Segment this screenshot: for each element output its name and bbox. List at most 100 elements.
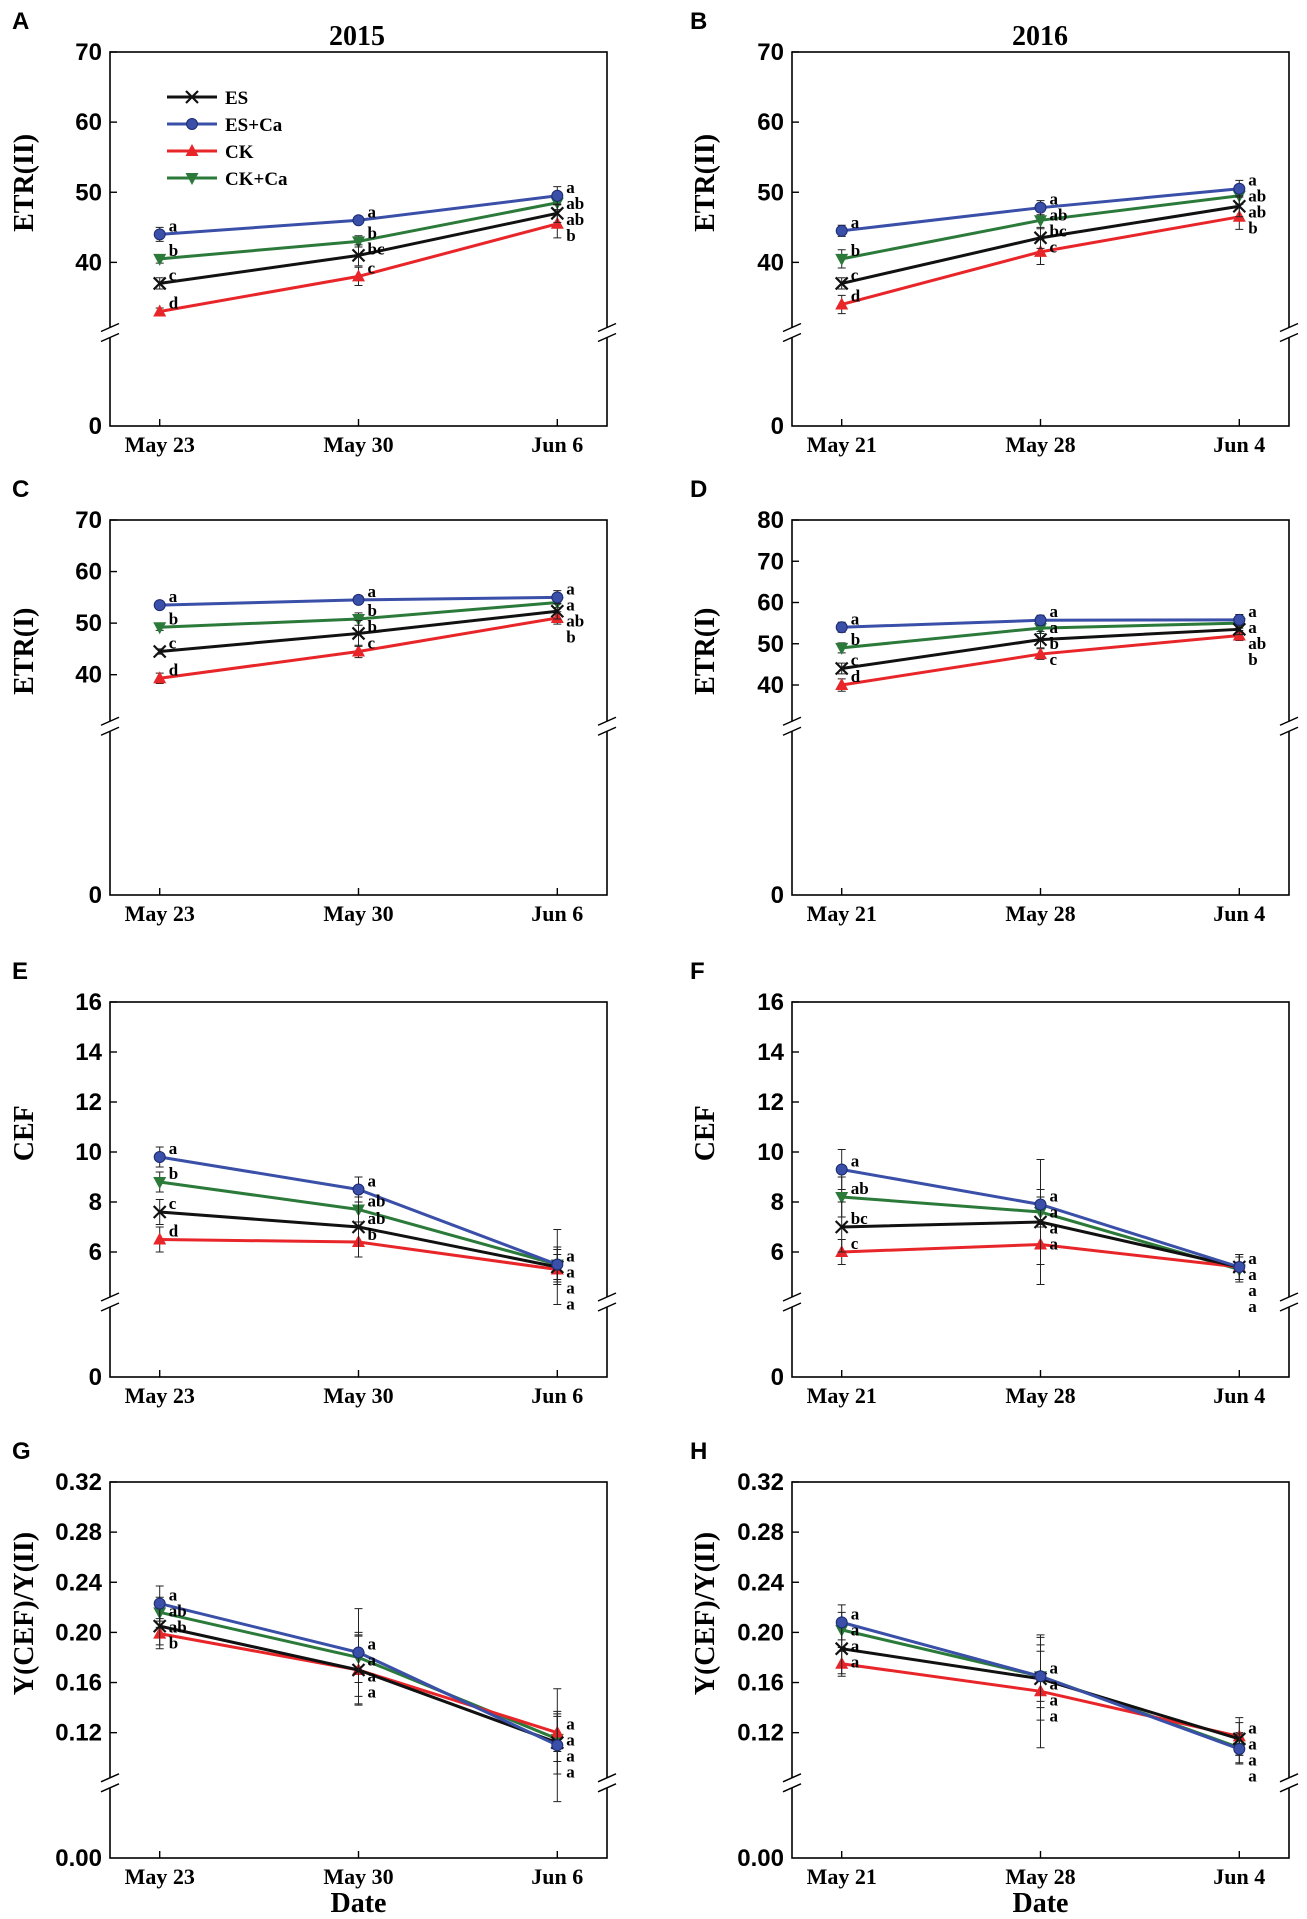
significance-letter: c	[368, 258, 376, 277]
significance-letter: ab	[368, 1192, 386, 1211]
axis-break-mark	[1279, 322, 1299, 343]
y-axis-label: Y(CEF)/Y(II)	[690, 1532, 721, 1695]
series-CK	[835, 628, 1246, 692]
y-tick-label: 0.16	[737, 1670, 784, 1697]
data-point	[153, 228, 166, 241]
series-ES+Ca	[835, 1604, 1246, 1765]
significance-letter: a	[368, 582, 377, 601]
y-tick-label: 14	[757, 1039, 784, 1066]
panel-letter: C	[12, 476, 29, 503]
legend-label: ES+Ca	[225, 115, 283, 136]
data-point	[352, 614, 365, 626]
x-tick-label: May 30	[323, 1383, 393, 1408]
legend-marker	[186, 118, 198, 130]
data-point	[153, 1177, 167, 1189]
data-point	[1233, 182, 1246, 195]
significance-letter: a	[368, 1650, 377, 1669]
axis-break-mark	[100, 716, 120, 736]
y-tick-label: 0	[771, 882, 784, 909]
y-tick-label: 16	[75, 989, 102, 1016]
significance-letter: a	[1050, 1219, 1059, 1238]
y-tick-label: 0.32	[737, 1469, 784, 1496]
axis-break-gap	[1280, 1777, 1298, 1788]
x-tick-label: May 28	[1005, 1383, 1075, 1408]
panel-letter: H	[690, 1438, 707, 1465]
significance-letter: a	[1050, 618, 1059, 637]
x-tick-label: Jun 6	[531, 1864, 583, 1889]
significance-letter: b	[1248, 650, 1257, 669]
significance-letter: a	[851, 1604, 860, 1623]
significance-letter: a	[566, 1279, 575, 1298]
significance-letter: a	[566, 1747, 575, 1766]
series-ES+Ca	[153, 186, 564, 242]
y-tick-label: 50	[75, 179, 102, 206]
y-tick-label: 50	[75, 610, 102, 637]
plot-frame	[109, 519, 608, 896]
data-point	[1034, 623, 1047, 636]
axis-break-mark	[597, 322, 617, 343]
significance-letter: a	[368, 1172, 377, 1191]
axis-break-mark	[782, 716, 802, 736]
x-axis-label: Date	[331, 1888, 387, 1919]
data-point	[835, 621, 848, 634]
significance-letter: a	[1050, 1658, 1059, 1677]
x-tick-label: May 28	[1005, 432, 1075, 457]
significance-letter: a	[169, 587, 178, 606]
data-point	[1233, 613, 1246, 626]
panel-letter: F	[690, 958, 705, 985]
data-point	[352, 236, 365, 249]
significance-letter: ab	[566, 194, 584, 213]
significance-letter: ab	[1248, 203, 1266, 222]
y-tick-label: 0.32	[55, 1469, 102, 1496]
y-axis-label: ETR(II)	[690, 134, 721, 232]
axis-break-mark	[1279, 1292, 1299, 1312]
x-tick-label: May 28	[1005, 901, 1075, 926]
significance-letter: c	[1050, 238, 1058, 257]
significance-letter: ab	[169, 1602, 187, 1621]
y-tick-label: 0.20	[737, 1619, 784, 1646]
significance-letter: d	[851, 667, 861, 686]
significance-letter: ab	[169, 1618, 187, 1637]
axis-break-mark	[782, 1292, 802, 1312]
x-tick-label: May 23	[125, 1383, 195, 1408]
significance-letter: a	[566, 1263, 575, 1282]
significance-letter: a	[851, 1620, 860, 1639]
y-tick-label: 0	[771, 1364, 784, 1391]
significance-letter: a	[1248, 1718, 1257, 1737]
data-point	[351, 248, 366, 263]
y-axis-label: ETR(II)	[9, 134, 40, 232]
significance-letter: d	[851, 286, 861, 305]
data-point	[1033, 231, 1048, 245]
axis-break-mark	[100, 1773, 120, 1793]
y-tick-label: 80	[757, 507, 784, 534]
data-point	[352, 593, 365, 606]
y-tick-label: 0.00	[55, 1845, 102, 1872]
series-ES+Ca	[835, 1149, 1246, 1280]
year-title-2015: 2015	[329, 21, 385, 52]
significance-letter: a	[566, 1295, 575, 1314]
data-point	[153, 1597, 166, 1610]
axis-break-gap	[1280, 327, 1298, 338]
significance-letter: b	[566, 226, 575, 245]
panel-letter: A	[12, 8, 29, 35]
significance-letter: a	[1050, 1690, 1059, 1709]
y-tick-label: 50	[757, 631, 784, 658]
data-point	[551, 1258, 564, 1271]
significance-letter: bc	[851, 1209, 868, 1228]
y-axis-label: ETR(I)	[9, 608, 40, 695]
x-tick-label: Jun 4	[1213, 1383, 1265, 1408]
y-tick-label: 40	[757, 249, 784, 276]
panel-H: H 0.00 0.12 0.16 0.20 0.24 0.28 0.32 May 21 May 2…	[690, 1438, 1299, 1919]
x-tick-label: May 21	[807, 901, 877, 926]
data-point	[835, 1192, 849, 1204]
x-tick-label: Jun 6	[531, 432, 583, 457]
y-tick-label: 50	[757, 179, 784, 206]
significance-letter: a	[1248, 1750, 1257, 1769]
axis-break-gap	[101, 721, 119, 732]
significance-letter: a	[566, 178, 575, 197]
significance-letter: d	[169, 293, 179, 312]
y-tick-label: 16	[757, 989, 784, 1016]
axis-break-gap	[598, 1297, 616, 1307]
